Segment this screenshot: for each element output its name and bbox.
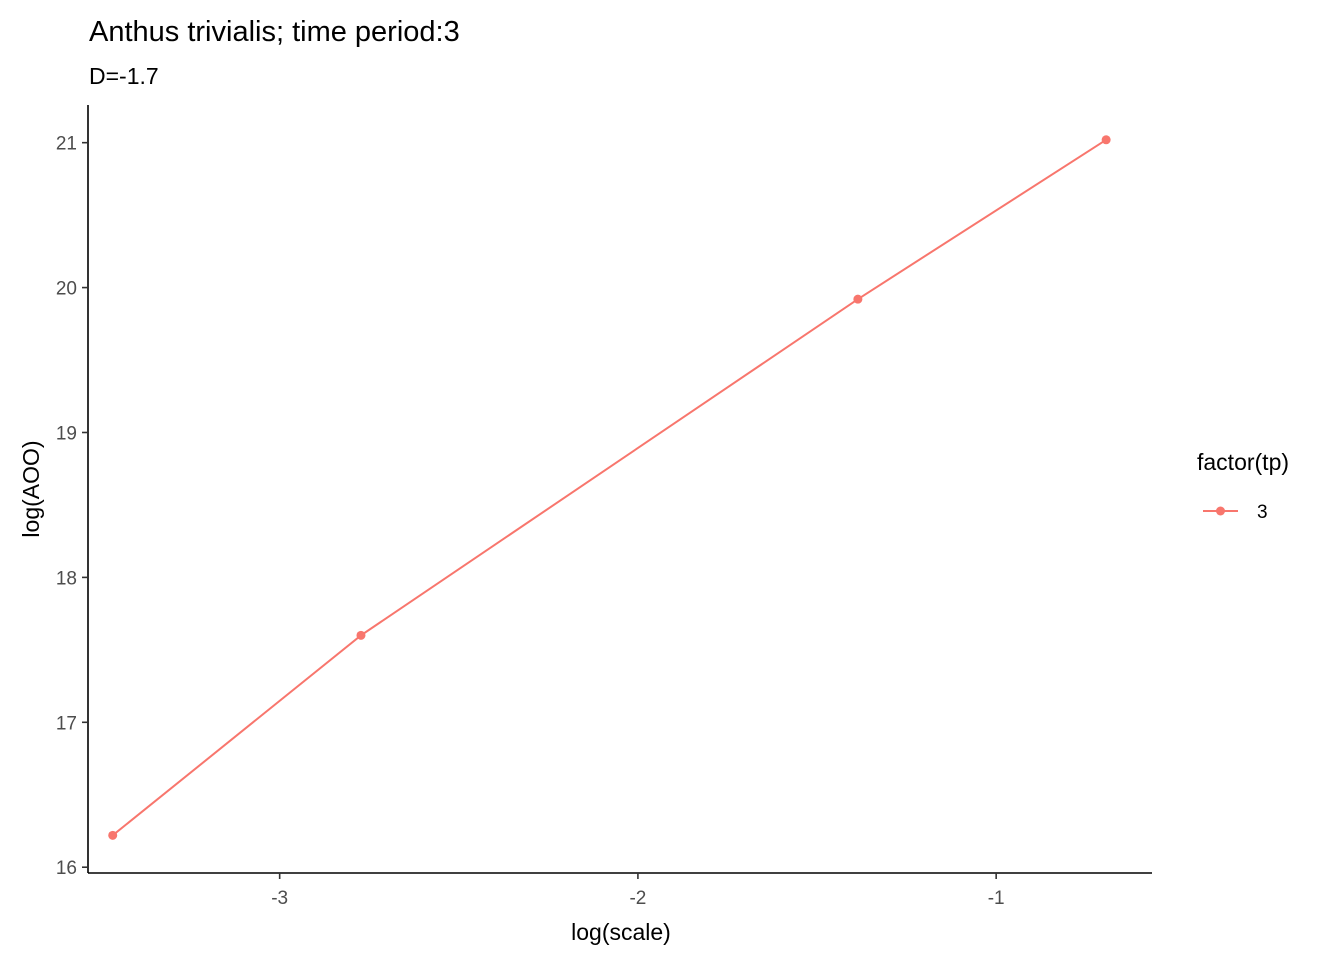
chart-subtitle: D=-1.7 — [89, 63, 159, 89]
x-axis-title: log(scale) — [571, 919, 671, 945]
data-point — [853, 294, 863, 304]
x-tick-label: -2 — [629, 888, 646, 909]
y-axis-ticks: 16 17 18 19 20 21 — [56, 134, 88, 879]
chart-title: Anthus trivialis; time period:3 — [89, 16, 460, 48]
x-tick-label: -3 — [271, 888, 288, 909]
legend-label: 3 — [1257, 502, 1268, 523]
legend-items: 3 — [1203, 502, 1268, 523]
legend: factor(tp) 3 — [1197, 449, 1289, 523]
x-axis-ticks: -3 -2 -1 — [271, 873, 1005, 909]
legend-key-point — [1216, 506, 1225, 516]
plot-area — [108, 135, 1111, 840]
y-tick-label: 20 — [56, 279, 77, 300]
y-axis-title: log(AOO) — [18, 440, 44, 537]
y-tick-label: 19 — [56, 423, 77, 444]
series-line — [112, 138, 1107, 837]
data-point — [108, 830, 118, 840]
y-tick-label: 16 — [56, 858, 77, 879]
y-tick-label: 21 — [56, 134, 77, 155]
y-tick-label: 17 — [56, 713, 77, 734]
data-point — [1101, 135, 1111, 145]
legend-title: factor(tp) — [1197, 449, 1289, 475]
y-tick-label: 18 — [56, 568, 77, 589]
data-point — [356, 630, 366, 640]
x-tick-label: -1 — [988, 888, 1005, 909]
